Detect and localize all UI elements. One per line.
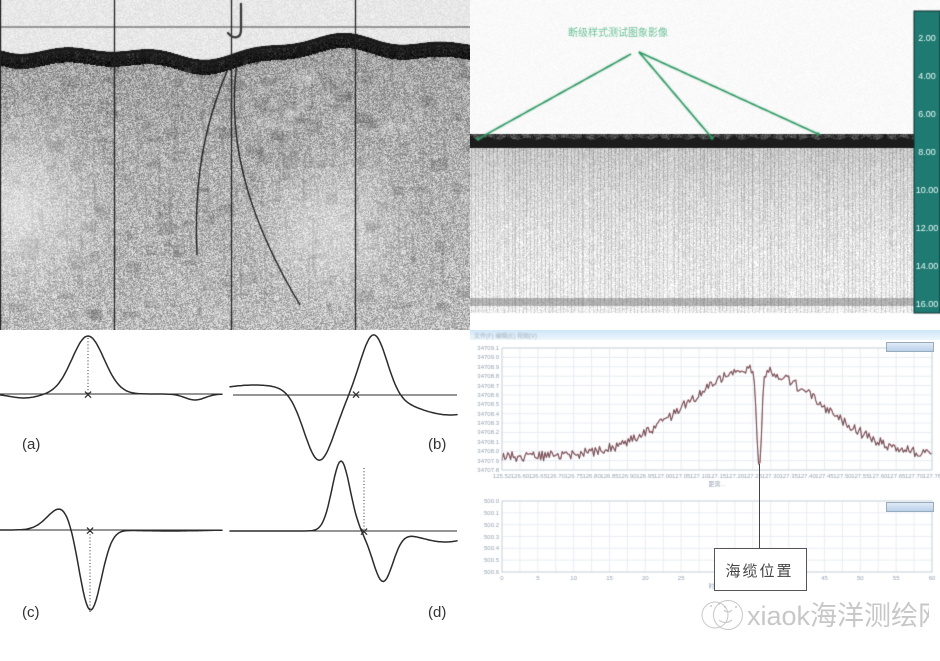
svg-text:xiaok海洋测绘网: xiaok海洋测绘网 xyxy=(747,601,929,631)
svg-text:(d): (d) xyxy=(428,604,446,621)
svg-text:✕: ✕ xyxy=(83,388,93,402)
svg-text:✕: ✕ xyxy=(359,525,369,539)
svg-text:✕: ✕ xyxy=(85,524,95,538)
svg-text:✕: ✕ xyxy=(351,388,361,402)
svg-text:(a): (a) xyxy=(22,436,40,453)
svg-text:(b): (b) xyxy=(428,436,446,453)
svg-text:(c): (c) xyxy=(22,604,40,621)
